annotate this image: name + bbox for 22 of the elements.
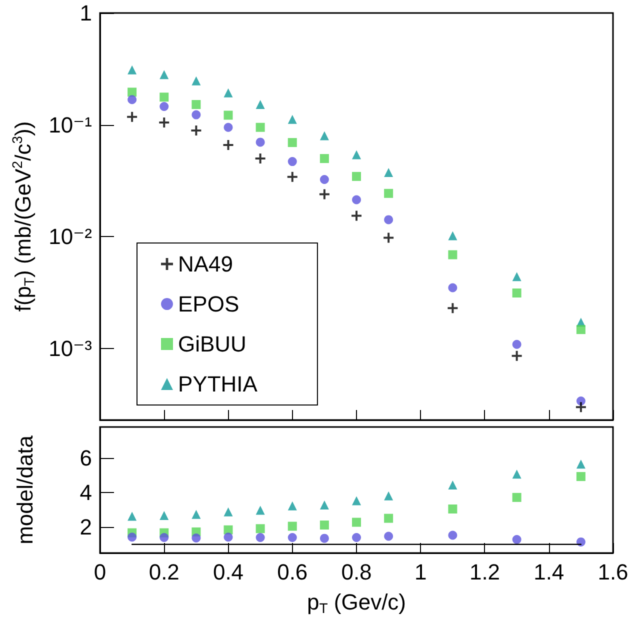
x-tick-label: 0.8: [341, 560, 372, 584]
y-tick-label: 6: [80, 446, 92, 471]
y-tick-label: 10⁻³: [48, 336, 92, 362]
x-tick-label: 0.6: [277, 560, 308, 584]
legend-label: EPOS: [178, 292, 240, 316]
y-tick-label: 4: [80, 480, 92, 506]
y-tick-label: 10⁻²: [48, 224, 92, 250]
x-tick-label: 0.4: [212, 560, 244, 584]
legend-label: NA49: [178, 252, 234, 276]
x-tick-label: 1: [414, 560, 427, 584]
x-tick-label: 0.2: [148, 560, 180, 584]
y-tick-label: 1: [80, 0, 92, 26]
x-tick-label: 1.6: [598, 560, 628, 584]
legend-label: PYTHIA: [178, 372, 258, 396]
x-tick-label: 0: [94, 560, 106, 584]
y-tick-label: 2: [80, 514, 92, 540]
x-tick-label: 1.4: [534, 560, 564, 584]
y-axis-title: model/data: [12, 434, 38, 544]
legend-label: GiBUU: [178, 332, 246, 356]
y-axis-title: f(pT) (mb/(GeV2/c3)): [9, 121, 37, 312]
y-tick-label: 10⁻¹: [48, 112, 92, 138]
x-tick-label: 1.2: [469, 560, 500, 584]
